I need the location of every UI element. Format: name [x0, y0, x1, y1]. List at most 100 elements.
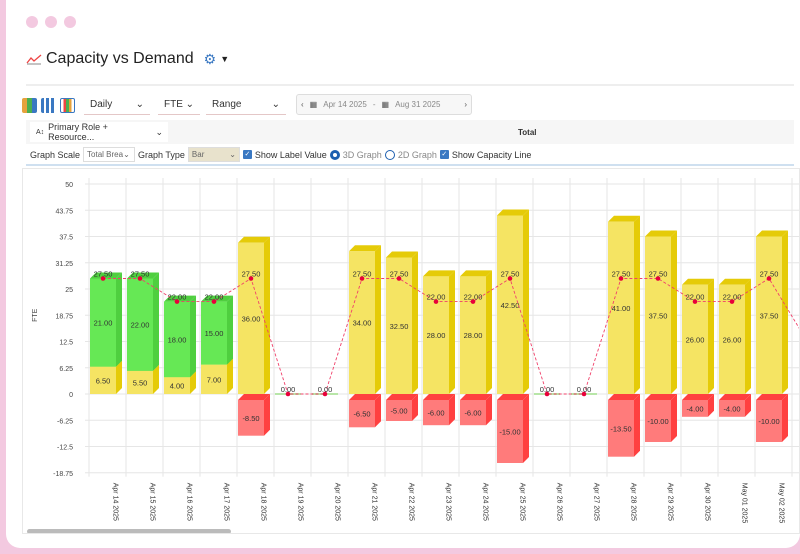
data-label: 28.00: [427, 331, 446, 340]
capacity-label: 22.00: [427, 293, 446, 302]
data-label: 42.50: [501, 301, 520, 310]
bar-over-top: [349, 394, 381, 400]
graph-type-select[interactable]: Bar ⌄: [187, 147, 240, 162]
bar-chart-icon[interactable]: [60, 97, 75, 113]
graph-type-label: Graph Type: [138, 149, 185, 160]
show-capacity-checkbox[interactable]: ✓: [439, 150, 449, 159]
bar-over-top: [423, 394, 455, 400]
capacity-label: 22.00: [464, 293, 483, 302]
y-tick-label: 43.75: [55, 208, 73, 215]
bar-available: [127, 370, 153, 394]
bar-available-top: [608, 215, 640, 222]
capacity-label: 27.50: [501, 270, 520, 279]
bar-available-top: [719, 278, 751, 285]
data-label: -6.00: [427, 409, 444, 418]
line-chart-icon: [26, 54, 42, 65]
chevron-down-icon[interactable]: ▼: [220, 54, 230, 64]
date-to-input[interactable]: Aug 31 2025: [395, 100, 441, 109]
x-tick-label: Apr 23 2025: [445, 483, 452, 521]
bar-available-side: [412, 251, 418, 394]
bar-available-side: [486, 270, 492, 394]
x-tick-label: Apr 27 2025: [593, 483, 600, 521]
bar-available-side: [190, 371, 196, 394]
radio-3d[interactable]: [329, 149, 340, 160]
bar-over: [386, 400, 412, 421]
capacity-label: 27.50: [390, 270, 409, 279]
capacity-label: 0.00: [577, 385, 592, 394]
data-label: 26.00: [723, 335, 742, 344]
bar-allocated-side: [227, 295, 233, 365]
x-tick-label: Apr 18 2025: [260, 483, 267, 521]
range-select[interactable]: Range ⌄: [206, 94, 286, 115]
data-label: 7.00: [207, 375, 222, 384]
bar-over: [756, 400, 782, 442]
y-tick-label: 0: [69, 392, 73, 399]
data-label: 21.00: [94, 319, 113, 328]
calendar-icon[interactable]: ▦: [381, 100, 390, 109]
data-label: -6.00: [464, 409, 481, 418]
bar-over: [423, 400, 449, 426]
show-label-checkbox[interactable]: ✓: [242, 150, 252, 159]
window-close-button[interactable]: [26, 16, 38, 28]
chart-table-icon[interactable]: [22, 97, 37, 113]
radio-2d-label: 2D Graph: [397, 149, 437, 160]
y-axis-label: FTE: [32, 308, 39, 322]
x-tick-label: Apr 15 2025: [149, 483, 156, 521]
capacity-label: 22.00: [205, 293, 224, 302]
graph-scale-select[interactable]: Total Brea ⌄: [83, 147, 136, 162]
data-label: 37.50: [649, 311, 668, 320]
bar-available: [497, 215, 523, 394]
y-tick-label: -18.75: [53, 471, 73, 478]
capacity-point: [544, 391, 550, 397]
bar-over-side: [634, 394, 640, 457]
bar-over: [460, 400, 486, 426]
data-label: 34.00: [353, 319, 372, 328]
bar-available-side: [523, 209, 529, 394]
bar-over-top: [719, 394, 751, 400]
data-label: 4.00: [170, 382, 185, 391]
grouping-select[interactable]: A↕ Primary Role + Resource... ⌄: [30, 122, 168, 142]
data-label: 41.00: [612, 304, 631, 313]
bar-over: [719, 400, 745, 417]
horizontal-scrollbar[interactable]: [27, 529, 231, 533]
bar-allocated-side: [153, 272, 159, 371]
radio-2d[interactable]: [384, 149, 395, 160]
next-button[interactable]: ›: [464, 100, 467, 109]
y-tick-label: 18.75: [55, 313, 73, 320]
y-tick-label: 31.25: [55, 261, 73, 268]
date-from-input[interactable]: Apr 14 2025: [323, 100, 367, 109]
bar-over-side: [745, 394, 751, 417]
capacity-point: [618, 276, 624, 281]
bar-available: [608, 221, 634, 394]
bar-over-top: [682, 394, 714, 400]
period-select[interactable]: Daily ⌄: [84, 94, 150, 115]
capacity-point: [433, 299, 439, 304]
data-label: -5.00: [390, 407, 407, 416]
capacity-point: [692, 299, 698, 304]
capacity-label: 27.50: [649, 270, 668, 279]
bar-over-side: [671, 394, 677, 442]
capacity-point: [396, 276, 402, 281]
window-minimize-button[interactable]: [45, 16, 57, 28]
prev-button[interactable]: ‹: [301, 100, 304, 109]
calendar-icon[interactable]: ▦: [309, 100, 318, 109]
bar-available: [460, 276, 486, 394]
bar-over-side: [412, 394, 418, 421]
capacity-label: 27.50: [760, 270, 779, 279]
data-label: 22.00: [131, 321, 150, 330]
capacity-point: [507, 276, 513, 281]
chevron-down-icon: ⌄: [155, 126, 163, 137]
window-maximize-button[interactable]: [64, 16, 76, 28]
grid-icon[interactable]: [41, 97, 56, 113]
bar-available: [90, 366, 116, 394]
unit-select[interactable]: FTE ⌄: [158, 94, 200, 115]
data-label: -4.00: [686, 404, 703, 413]
gear-icon[interactable]: ⚙: [203, 50, 217, 67]
bar-available: [238, 242, 264, 394]
x-tick-label: Apr 30 2025: [704, 483, 711, 521]
capacity-label: 27.50: [131, 270, 150, 279]
show-capacity-text: Show Capacity Line: [451, 149, 532, 160]
bar-over-top: [645, 394, 677, 400]
chevron-down-icon: ⌄: [135, 98, 144, 110]
capacity-label: 0.00: [281, 385, 296, 394]
